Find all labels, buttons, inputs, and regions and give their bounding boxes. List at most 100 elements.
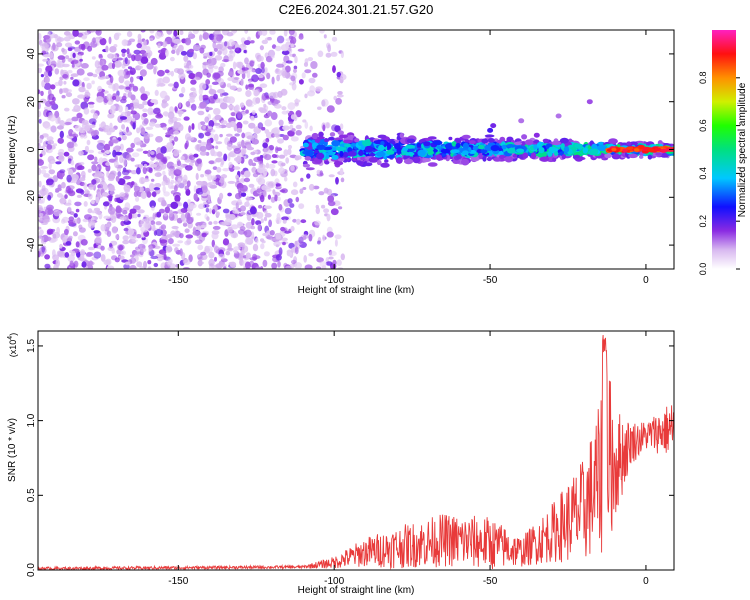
noise-speckle — [170, 201, 179, 209]
noise-speckle — [298, 236, 304, 244]
noise-speckle — [206, 216, 210, 222]
noise-speckle — [38, 33, 42, 40]
noise-speckle — [129, 102, 134, 107]
noise-speckle — [304, 264, 313, 269]
noise-speckle — [140, 30, 146, 33]
noise-speckle — [290, 189, 299, 196]
noise-speckle — [75, 208, 80, 213]
noise-speckle — [216, 89, 225, 94]
noise-speckle — [244, 201, 250, 207]
noise-speckle — [51, 103, 59, 110]
signal-blob — [302, 142, 309, 148]
noise-speckle — [260, 218, 264, 223]
signal-blob — [302, 163, 311, 168]
noise-speckle — [172, 243, 181, 247]
noise-speckle — [81, 63, 89, 69]
noise-speckle — [195, 172, 199, 181]
noise-speckle — [120, 111, 128, 118]
noise-speckle — [131, 54, 136, 62]
noise-speckle — [139, 49, 147, 55]
signal-blob — [337, 158, 345, 162]
noise-speckle — [65, 55, 70, 60]
noise-speckle — [215, 43, 223, 50]
noise-speckle — [298, 203, 305, 210]
noise-speckle — [323, 208, 330, 213]
spectrogram-panel: -150 -100 -50 0 -40 -20 0 20 40 Height of strai… — [7, 29, 675, 296]
noise-speckle — [170, 70, 174, 77]
noise-speckle — [294, 156, 300, 161]
noise-speckle — [299, 188, 304, 194]
noise-speckle — [264, 119, 273, 127]
noise-speckle — [165, 49, 169, 57]
spectrogram-x-axis-label: Height of straight line (km) — [298, 285, 415, 296]
noise-speckle — [270, 55, 275, 59]
noise-speckle — [113, 83, 119, 91]
noise-speckle — [117, 244, 125, 251]
noise-speckle — [245, 261, 251, 269]
noise-speckle — [114, 32, 122, 37]
noise-speckle — [107, 206, 116, 215]
x-tick-label: -150 — [168, 275, 188, 286]
noise-speckle — [59, 169, 66, 174]
noise-speckle — [90, 220, 96, 227]
noise-speckle — [150, 255, 159, 260]
noise-speckle — [196, 158, 202, 164]
noise-speckle — [284, 207, 292, 215]
noise-speckle — [44, 42, 51, 50]
noise-speckle — [38, 159, 44, 166]
noise-speckle — [183, 259, 191, 266]
signal-blob — [304, 156, 312, 161]
noise-speckle — [326, 213, 331, 222]
noise-speckle — [67, 254, 75, 263]
noise-speckle — [250, 40, 255, 44]
noise-speckle — [202, 222, 207, 228]
noise-speckle — [108, 36, 112, 45]
noise-speckle — [188, 125, 192, 133]
noise-speckle — [196, 180, 203, 186]
noise-speckle — [64, 194, 68, 200]
noise-speckle — [263, 190, 267, 198]
noise-speckle — [276, 212, 281, 221]
noise-speckle — [43, 82, 52, 90]
signal-blob — [342, 151, 349, 158]
noise-speckle — [157, 49, 166, 54]
noise-speckle — [88, 246, 95, 251]
noise-speckle — [173, 81, 179, 89]
noise-speckle — [215, 141, 223, 145]
noise-speckle — [95, 196, 100, 204]
noise-speckle — [80, 255, 84, 262]
noise-speckle — [236, 121, 243, 130]
noise-speckle — [267, 101, 273, 105]
noise-speckle — [166, 30, 173, 35]
noise-speckle — [233, 77, 240, 80]
noise-speckle — [284, 230, 291, 234]
noise-speckle — [192, 30, 199, 35]
noise-speckle — [46, 136, 54, 141]
noise-speckle — [116, 57, 124, 61]
noise-speckle — [46, 178, 54, 186]
noise-speckle — [229, 105, 235, 111]
noise-speckle — [112, 93, 117, 97]
noise-speckle — [285, 38, 292, 42]
signal-blob — [417, 149, 426, 157]
noise-speckle — [205, 142, 213, 151]
noise-speckle — [138, 65, 143, 69]
noise-speckle — [245, 109, 249, 114]
noise-speckle — [129, 67, 136, 76]
noise-speckle — [48, 88, 52, 97]
noise-speckle — [294, 262, 302, 269]
noise-speckle — [126, 30, 133, 38]
noise-speckle — [132, 85, 139, 92]
noise-speckle — [298, 79, 304, 85]
noise-speckle — [309, 85, 316, 93]
x-tick-label: -100 — [324, 576, 344, 587]
noise-speckle — [136, 167, 141, 175]
noise-speckle — [183, 201, 189, 210]
spectrogram-marks — [38, 30, 674, 269]
noise-speckle — [69, 260, 74, 267]
noise-speckle — [317, 240, 321, 245]
noise-speckle — [152, 191, 157, 198]
noise-speckle — [224, 218, 232, 226]
x-tick-label: -100 — [324, 275, 344, 286]
signal-blob — [354, 138, 360, 143]
